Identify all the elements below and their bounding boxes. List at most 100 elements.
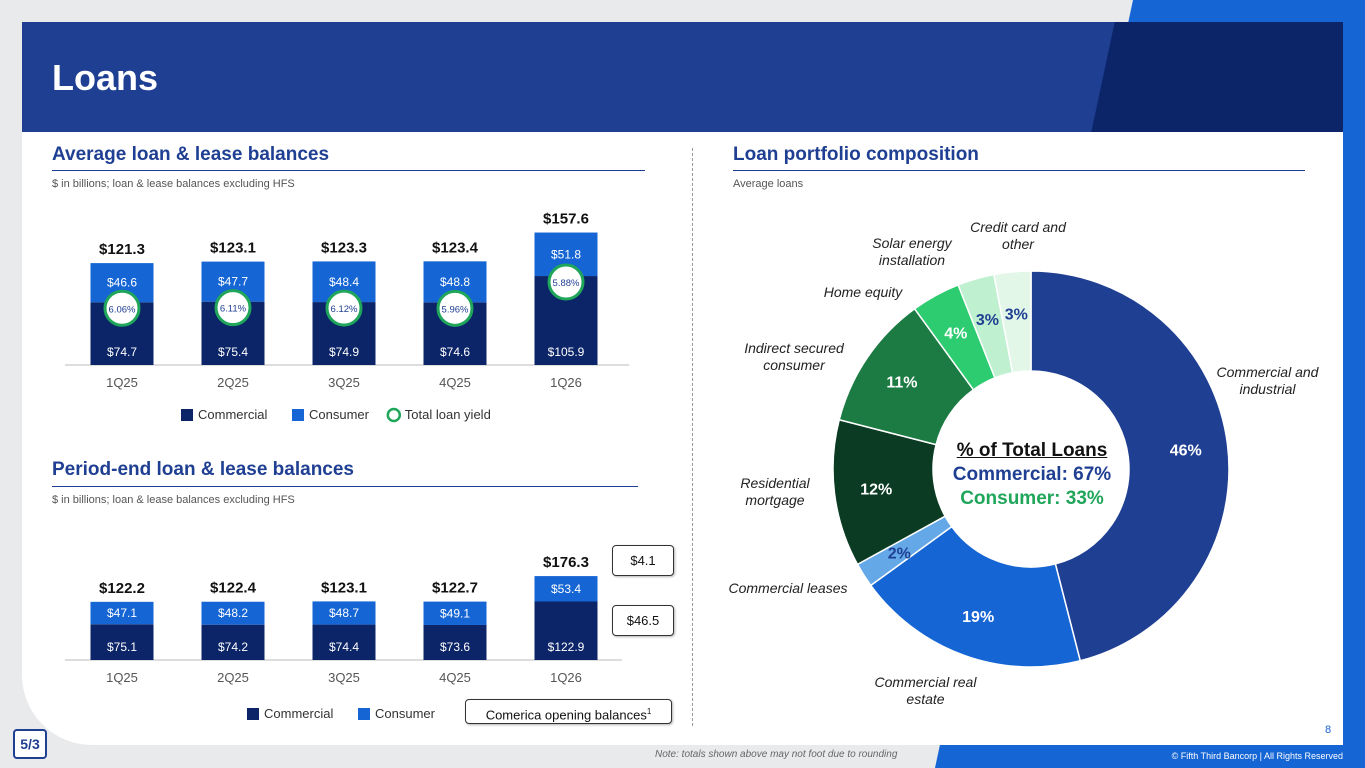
pie-label-residential-mortgage: Residential mortgage <box>740 475 810 508</box>
yield-label: 6.12% <box>331 304 358 315</box>
slice-label: 4% <box>944 325 967 342</box>
legend-swatch <box>292 409 304 421</box>
pie-section-title: Loan portfolio composition <box>733 144 979 165</box>
pie-label-home-equity: Home equity <box>823 284 903 300</box>
label-consumer: $51.8 <box>551 247 581 261</box>
header-bar <box>22 22 1343 132</box>
category-label: 3Q25 <box>328 375 360 390</box>
bar-commercial <box>312 624 376 660</box>
pe-section-subtitle: $ in billions; loan & lease balances exc… <box>52 494 295 506</box>
pie-label-commercial-leases: Commercial leases <box>728 580 848 596</box>
bar-commercial <box>534 601 598 660</box>
legend-swatch <box>247 708 259 720</box>
pie-label-indirect-secured: Indirect secured consumer <box>744 340 844 373</box>
bar-consumer <box>534 576 598 602</box>
total-label: $123.1 <box>210 240 256 257</box>
label-commercial: $74.7 <box>107 345 137 359</box>
pie-label-commercial-industrial: Commercial and industrial <box>1216 364 1319 397</box>
label-consumer: $47.1 <box>107 606 137 620</box>
category-label: 1Q25 <box>106 670 138 685</box>
legend-swatch <box>181 409 193 421</box>
yield-label: 5.88% <box>553 278 580 289</box>
label-consumer: $46.6 <box>107 276 137 290</box>
avg-section-rule <box>52 170 645 171</box>
legend-comerica-box: Comerica opening balances1 <box>465 699 672 724</box>
donut-hole <box>933 371 1129 567</box>
pe-section-rule <box>52 486 638 487</box>
total-label: $157.6 <box>543 211 589 228</box>
slice-label: 3% <box>1005 307 1028 324</box>
label-consumer: $48.2 <box>218 606 248 620</box>
right-edge-accent <box>1343 0 1365 768</box>
page-number: 8 <box>1325 724 1332 736</box>
label-consumer: $48.7 <box>329 606 359 620</box>
bar-commercial <box>201 624 265 660</box>
bar-consumer <box>201 601 265 625</box>
page-title: Loans <box>52 57 159 98</box>
total-label: $122.4 <box>210 580 257 597</box>
bar-consumer <box>423 601 487 625</box>
bar-consumer <box>90 601 154 625</box>
yield-marker <box>436 289 474 327</box>
label-commercial: $74.2 <box>218 640 248 654</box>
total-label: $122.2 <box>99 580 145 597</box>
legend-label: Commercial <box>198 407 267 422</box>
pie-label-solar: Solar energy installation <box>872 235 952 268</box>
label-consumer: $48.4 <box>329 275 359 289</box>
avg-section-subtitle: $ in billions; loan & lease balances exc… <box>52 178 295 190</box>
label-consumer: $53.4 <box>551 582 581 596</box>
slice-label: 12% <box>860 482 892 499</box>
label-commercial: $74.9 <box>329 345 359 359</box>
label-commercial: $74.6 <box>440 345 470 359</box>
bar-consumer <box>312 601 376 625</box>
slice-label: 19% <box>962 609 994 626</box>
slice-label: 2% <box>888 546 911 563</box>
slice-label: 11% <box>886 374 917 391</box>
avg-section-title: Average loan & lease balances <box>52 144 330 165</box>
category-label: 2Q25 <box>217 375 249 390</box>
pie-label-credit-card: Credit card and other <box>970 219 1066 252</box>
category-label: 2Q25 <box>217 670 249 685</box>
bar-commercial <box>423 624 487 660</box>
callout-consumer-addition: $4.1 <box>612 545 674 576</box>
label-commercial: $105.9 <box>548 345 585 359</box>
yield-label: 6.06% <box>109 304 136 315</box>
legend-label: Total loan yield <box>405 407 491 422</box>
total-label: $123.4 <box>432 239 479 256</box>
label-consumer: $47.7 <box>218 275 248 289</box>
legend-swatch <box>358 708 370 720</box>
category-label: 4Q25 <box>439 375 471 390</box>
yield-label: 6.11% <box>220 304 247 315</box>
avg-balances-chart: $74.7 $46.6 $121.3 1Q25 6.06% $75.4 $47.7 $123.… <box>65 211 629 423</box>
label-commercial: $75.1 <box>107 640 137 654</box>
label-commercial: $74.4 <box>329 640 359 654</box>
pe-balances-chart: $75.1 $47.1 $122.2 1Q25 $74.2 $48.2 $122.4 2Q25… <box>65 554 622 721</box>
pie-section-rule <box>733 170 1305 171</box>
total-label: $176.3 <box>543 554 589 571</box>
label-commercial: $73.6 <box>440 640 470 654</box>
label-consumer: $48.8 <box>440 275 470 289</box>
label-consumer: $49.1 <box>440 606 470 620</box>
donut-center-heading: % of Total Loans <box>956 440 1108 461</box>
legend-label: Consumer <box>375 706 436 721</box>
section-divider <box>692 148 693 726</box>
legend-yield-swatch <box>386 407 402 423</box>
bar-commercial <box>90 624 154 660</box>
pie-label-commercial-real-estate: Commercial real estate <box>874 674 977 707</box>
rounding-note: Note: totals shown above may not foot du… <box>655 749 898 760</box>
yield-marker <box>214 289 252 327</box>
footnote-marker: 1 <box>646 707 652 716</box>
slice-label: 46% <box>1170 442 1202 459</box>
total-label: $121.3 <box>99 241 145 258</box>
pie-section-subtitle: Average loans <box>733 178 804 190</box>
legend-label: Consumer <box>309 407 370 422</box>
yield-label: 5.96% <box>442 304 469 315</box>
category-label: 1Q26 <box>550 670 582 685</box>
category-label: 1Q26 <box>550 375 582 390</box>
callout-commercial-addition: $46.5 <box>612 605 674 636</box>
legend-label: Commercial <box>264 706 333 721</box>
yield-marker <box>325 289 363 327</box>
slice-label: 3% <box>976 312 999 329</box>
